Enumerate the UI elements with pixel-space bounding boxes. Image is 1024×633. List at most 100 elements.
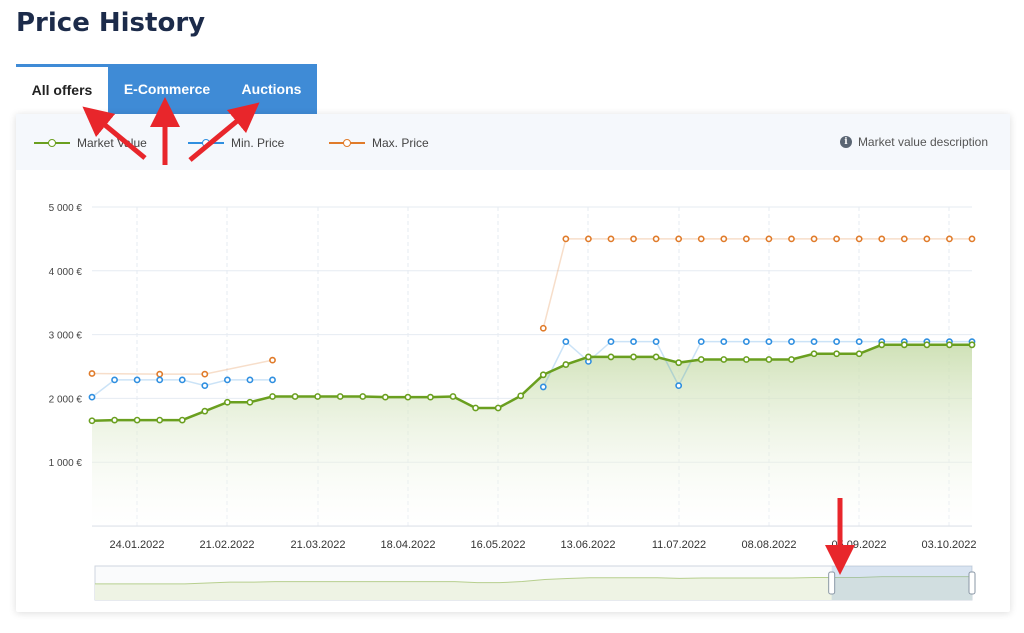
tab-all-offers[interactable]: All offers <box>16 64 108 114</box>
x-tick-label: 08.08.2022 <box>741 539 796 551</box>
market-value-point <box>946 341 953 349</box>
max-price-point <box>968 235 976 243</box>
min-price-line <box>542 340 972 388</box>
market-value-point <box>630 353 637 361</box>
max-price-point <box>607 235 615 243</box>
market-value-point <box>314 393 322 400</box>
market-value-point <box>833 350 841 358</box>
min-price-point <box>630 338 637 346</box>
legend-bar: Market Value Min. Price Max. Price i Mar… <box>16 114 1010 170</box>
x-tick-label: 24.01.2022 <box>109 539 164 551</box>
max-price-line <box>91 359 273 375</box>
x-tick-label: 03.10.2022 <box>921 539 976 551</box>
market-value-point <box>246 398 254 406</box>
min-price-point <box>562 338 570 346</box>
max-price-point <box>742 235 750 243</box>
min-price-point <box>810 338 818 346</box>
market-value-area <box>92 344 972 526</box>
market-value-point <box>675 359 683 367</box>
min-price-point <box>675 382 683 390</box>
x-tick-label: 18.04.2022 <box>380 539 435 551</box>
market-value-point <box>427 393 434 401</box>
market-value-point <box>336 393 344 400</box>
navigator-handle-left[interactable] <box>828 571 836 595</box>
info-icon: i <box>839 136 852 148</box>
y-tick-label: 5 000 € <box>49 203 83 214</box>
y-tick-label: 1 000 € <box>49 458 83 469</box>
x-tick-label: 11.07.2022 <box>652 539 706 551</box>
min-price-point <box>765 338 773 346</box>
market-value-point <box>223 398 231 406</box>
market-value-point <box>133 416 141 424</box>
min-price-point <box>156 376 164 384</box>
min-price-point <box>246 376 254 384</box>
market-value-point <box>88 417 96 425</box>
min-price-point <box>788 338 795 346</box>
chart-card: Market Value Min. Price Max. Price i Mar… <box>16 114 1010 612</box>
navigator-handle-right[interactable] <box>968 571 976 595</box>
x-tick-label: 21.02.2022 <box>199 539 254 551</box>
min-price-point <box>855 338 863 346</box>
market-value-point <box>765 356 773 363</box>
market-value-point <box>968 341 976 349</box>
market-value-point <box>720 356 728 363</box>
y-tick-label: 4 000 € <box>49 267 83 278</box>
max-price-point <box>562 235 570 243</box>
legend-line-market-value <box>34 139 70 147</box>
market-value-point <box>878 341 886 349</box>
max-price-point <box>539 324 547 332</box>
market-value-point <box>585 353 592 361</box>
market-value-point <box>652 353 660 361</box>
market-value-point <box>788 356 795 363</box>
max-price-point <box>810 235 818 243</box>
min-price-point <box>269 376 276 384</box>
max-price-point <box>946 235 953 243</box>
market-value-point <box>404 393 412 401</box>
max-price-point <box>652 235 660 243</box>
min-price-point <box>742 338 750 346</box>
min-price-point <box>111 376 118 384</box>
y-tick-label: 2 000 € <box>49 394 83 405</box>
min-price-point <box>539 383 547 391</box>
max-price-point <box>833 235 841 243</box>
min-price-point <box>223 376 231 384</box>
market-value-point <box>810 350 818 358</box>
max-price-point <box>88 370 96 377</box>
max-price-line <box>542 238 972 329</box>
min-price-point <box>88 393 96 401</box>
max-price-point <box>878 235 886 243</box>
market-value-point <box>855 350 863 358</box>
market-value-line <box>91 343 972 422</box>
market-value-point <box>472 404 479 412</box>
page-title: Price History <box>16 8 206 38</box>
max-price-point <box>630 235 637 243</box>
market-value-point <box>156 416 164 424</box>
min-price-point <box>720 338 728 346</box>
max-price-point <box>201 370 209 378</box>
max-price-point <box>720 235 728 243</box>
market-value-point <box>201 407 209 415</box>
market-value-point <box>562 361 570 368</box>
max-price-point <box>765 235 773 243</box>
market-value-point <box>923 341 931 349</box>
max-price-point <box>697 235 705 243</box>
navigator-selection <box>831 566 972 600</box>
max-price-point <box>585 235 592 243</box>
x-tick-label: 16.05.2022 <box>470 539 525 551</box>
legend-item-max-price[interactable]: Max. Price <box>329 135 429 151</box>
market-value-point <box>742 356 750 363</box>
min-price-point <box>652 338 660 346</box>
min-price-point <box>201 382 209 390</box>
market-value-point <box>449 393 457 400</box>
navigator-line <box>94 576 972 585</box>
market-value-description-link[interactable]: i Market value description <box>839 135 988 149</box>
x-tick-label: 13.06.2022 <box>560 539 615 551</box>
y-tick-label: 3 000 € <box>49 331 83 342</box>
market-value-point <box>539 371 547 379</box>
market-value-point <box>359 393 367 400</box>
market-value-point <box>269 393 276 400</box>
max-price-point <box>156 370 164 378</box>
max-price-point <box>269 356 276 364</box>
max-price-point <box>900 235 908 243</box>
